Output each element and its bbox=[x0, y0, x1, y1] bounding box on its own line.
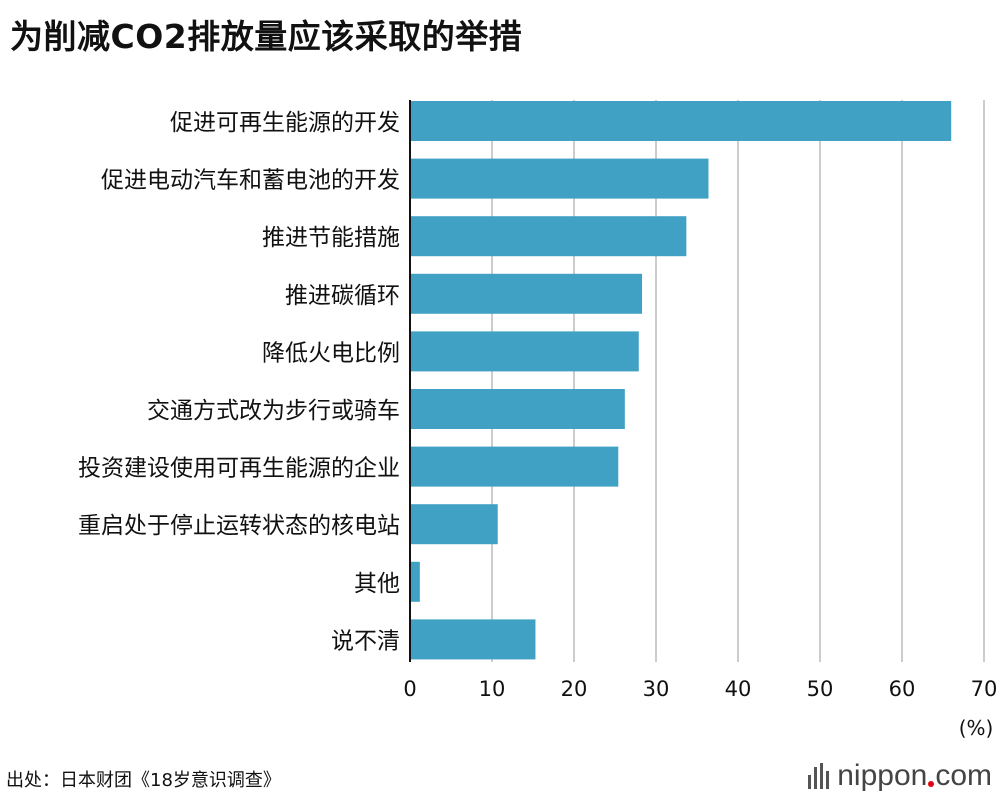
bar bbox=[410, 446, 619, 487]
bars bbox=[410, 101, 952, 660]
bar bbox=[410, 158, 709, 199]
category-label: 交通方式改为步行或骑车 bbox=[147, 398, 400, 424]
bar-chart: 促进可再生能源的开发促进电动汽车和蓄电池的开发推进节能措施推进碳循环降低火电比例… bbox=[78, 100, 997, 740]
chart-title: 为削减CO2排放量应该采取的举措 bbox=[10, 17, 523, 56]
category-label: 推进碳循环 bbox=[285, 283, 400, 309]
category-label: 其他 bbox=[354, 571, 400, 597]
bar bbox=[410, 273, 643, 314]
x-tick-label: 60 bbox=[889, 677, 916, 701]
bar bbox=[410, 389, 625, 429]
x-tick-label: 10 bbox=[479, 677, 506, 701]
x-tick-label: 20 bbox=[561, 677, 588, 701]
tick-labels: 0 10 20 30 40 50 60 70 bbox=[403, 677, 997, 701]
brand-logo: nippon com bbox=[808, 759, 992, 793]
x-tick-label: 50 bbox=[807, 677, 834, 701]
source-note: 出处：日本财团《18岁意识调查》 bbox=[6, 770, 281, 791]
brand-dot bbox=[928, 781, 935, 787]
category-label: 促进可再生能源的开发 bbox=[170, 110, 400, 136]
category-label: 促进电动汽车和蓄电池的开发 bbox=[101, 168, 400, 194]
bar bbox=[410, 504, 498, 545]
bar bbox=[410, 331, 639, 372]
category-labels: 促进可再生能源的开发促进电动汽车和蓄电池的开发推进节能措施推进碳循环降低火电比例… bbox=[78, 110, 400, 654]
unit-label: (%) bbox=[959, 716, 994, 740]
x-tick-label: 0 bbox=[403, 677, 416, 701]
brand-name: nippon bbox=[837, 759, 928, 792]
bar bbox=[410, 216, 687, 257]
category-label: 降低火电比例 bbox=[262, 340, 400, 366]
bar bbox=[410, 101, 952, 141]
category-label: 重启处于停止运转状态的核电站 bbox=[78, 513, 400, 539]
x-tick-label: 30 bbox=[643, 677, 670, 701]
brand-mark-icon bbox=[808, 763, 830, 789]
bar bbox=[410, 619, 536, 660]
category-label: 投资建设使用可再生能源的企业 bbox=[78, 456, 400, 482]
x-tick-label: 70 bbox=[971, 677, 998, 701]
x-tick-label: 40 bbox=[725, 677, 752, 701]
brand-suffix: com bbox=[935, 759, 992, 792]
category-label: 推进节能措施 bbox=[262, 225, 400, 251]
category-label: 说不清 bbox=[331, 628, 400, 654]
bar bbox=[410, 561, 420, 602]
